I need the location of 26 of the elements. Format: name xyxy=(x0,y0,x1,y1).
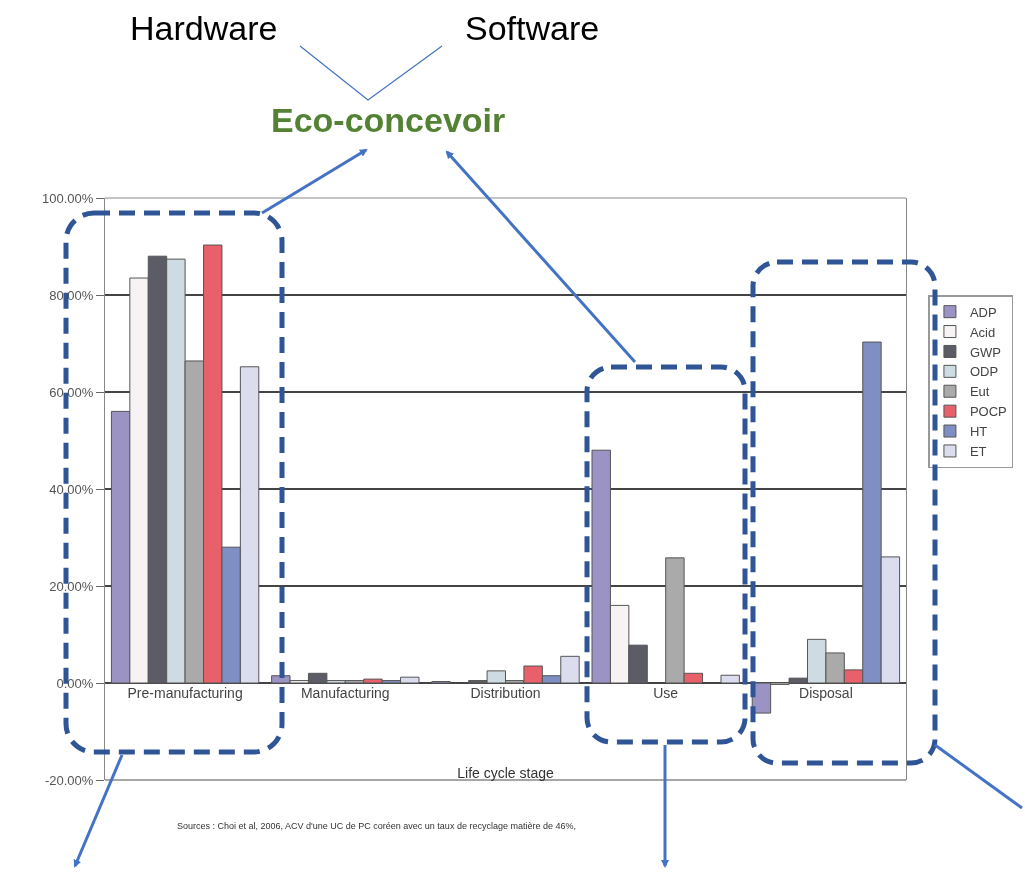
legend-label: ODP xyxy=(969,364,999,380)
x-tick-label: Pre-manufacturing xyxy=(127,685,243,701)
y-tick-label: 0.00% xyxy=(56,675,94,691)
y-tick-label: 20.00% xyxy=(49,578,94,594)
bar xyxy=(720,674,740,684)
x-axis-title: Life cycle stage xyxy=(457,765,554,782)
x-tick-label: Disposal xyxy=(799,685,853,701)
legend-label: GWP xyxy=(969,344,1001,360)
text: Hardware xyxy=(130,9,278,47)
legend-label: HT xyxy=(969,424,988,440)
text: Eco-concevoir xyxy=(271,101,506,139)
legend-label: ET xyxy=(969,444,987,460)
x-tick-label: Distribution xyxy=(470,685,541,701)
y-tick-label: 100.00% xyxy=(42,190,94,206)
y-tick-label: 80.00% xyxy=(49,287,94,303)
y-tick-label: 40.00% xyxy=(49,481,94,497)
y-tick-label: -20.00% xyxy=(44,772,94,788)
y-tick-label: 60.00% xyxy=(49,384,94,400)
legend-label: Eut xyxy=(969,384,990,400)
source-note: Sources : Choi et al, 2006, ACV d'une UC de PC coréen avec un taux de recyclage matière de 46%, xyxy=(177,821,576,831)
x-tick-label: Use xyxy=(653,685,679,701)
legend-label: ADP xyxy=(969,304,997,320)
text: Software xyxy=(465,9,600,47)
x-tick-label: Manufacturing xyxy=(300,685,390,701)
legend-label: Acid xyxy=(969,324,996,340)
legend-label: POCP xyxy=(969,404,1007,420)
